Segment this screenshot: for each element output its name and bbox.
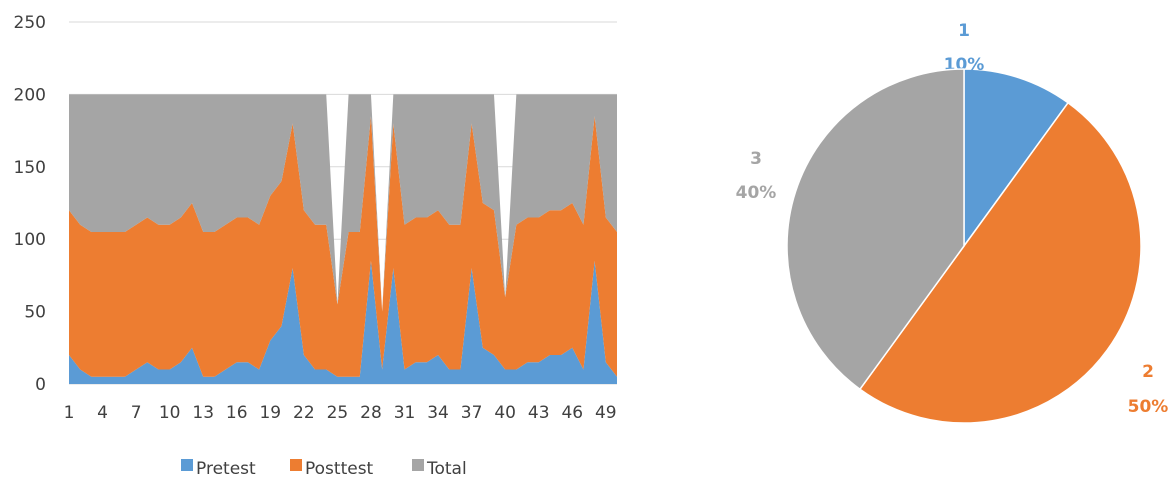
pie-label-percent: 40% [736, 183, 777, 203]
x-tick-label: 13 [192, 403, 214, 423]
x-tick-label: 16 [226, 403, 248, 423]
y-tick-label: 100 [14, 230, 46, 250]
x-tick-label: 4 [97, 403, 108, 423]
x-tick-label: 31 [394, 403, 416, 423]
legend-swatch [290, 459, 302, 471]
x-tick-label: 1 [64, 403, 75, 423]
y-tick-label: 200 [14, 85, 46, 105]
y-tick-label: 250 [14, 13, 46, 33]
pie-slice-2 [858, 101, 1142, 424]
pie-label-category: 2 [1142, 362, 1154, 382]
legend-swatch [181, 459, 193, 471]
x-tick-label: 46 [561, 403, 583, 423]
pie-label-percent: 50% [1128, 397, 1169, 417]
y-tick-label: 50 [24, 303, 46, 323]
legend-item-total: Total [412, 459, 467, 477]
x-tick-label: 25 [327, 403, 349, 423]
x-tick-label: 28 [360, 403, 382, 423]
x-tick-label: 43 [528, 403, 550, 423]
x-tick-label: 40 [494, 403, 516, 423]
y-tick-label: 150 [14, 158, 46, 178]
pie-label-category: 3 [750, 149, 762, 169]
pie-slice-3 [786, 68, 965, 391]
x-tick-label: 10 [159, 403, 181, 423]
area-series-total [69, 94, 617, 312]
legend-item-pretest: Pretest [181, 459, 256, 477]
pie-chart: 110%250%340% [736, 21, 1169, 424]
stacked-area-chart: 0 50 100 150 200 250 1 4 7 10 13 16 19 22 25 28 31 34 37 40… [14, 13, 617, 477]
area-series-pretest [69, 260, 617, 384]
x-tick-label: 49 [595, 403, 617, 423]
x-tick-label: 34 [427, 403, 449, 423]
pie-label-category: 1 [958, 21, 970, 41]
pie-slice-1 [963, 68, 1070, 249]
y-tick-label: 0 [35, 375, 46, 395]
legend-label: Posttest [305, 459, 374, 477]
x-tick-label: 7 [131, 403, 142, 423]
x-tick-label: 19 [259, 403, 281, 423]
x-tick-label: 37 [461, 403, 483, 423]
legend-item-posttest: Posttest [290, 459, 374, 477]
legend-label: Pretest [196, 459, 256, 477]
legend-label: Total [426, 459, 467, 477]
legend-swatch [412, 459, 424, 471]
area-series-posttest [69, 116, 617, 377]
x-tick-label: 22 [293, 403, 315, 423]
